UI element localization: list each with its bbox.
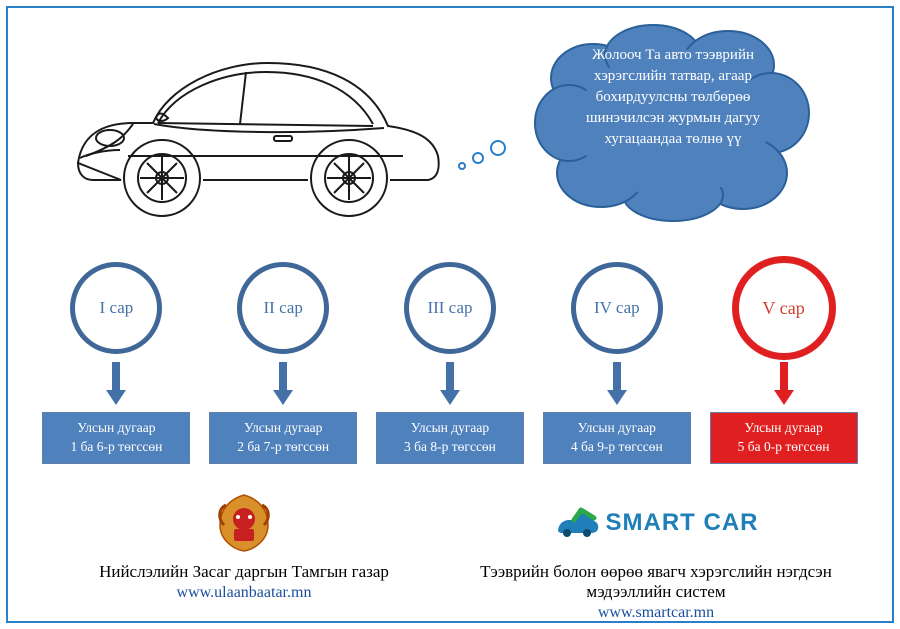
month-box: Улсын дугаар5 ба 0-р төгссөн <box>710 412 858 464</box>
footer-right-link[interactable]: www.smartcar.mn <box>598 604 714 622</box>
month-box-line1: Улсын дугаар <box>47 419 185 438</box>
header-illustration: Жолооч Та авто тээврийн хэрэгслийн татва… <box>8 8 892 258</box>
arrow-down-icon <box>777 362 791 406</box>
footer-right-title: Тээврийн болон өөрөө явагч хэрэгслийн нэ… <box>466 562 846 602</box>
month-box-line1: Улсын дугаар <box>715 419 853 438</box>
month-column-5: V сарУлсын дугаар5 ба 0-р төгссөн <box>709 262 859 464</box>
month-box-line1: Улсын дугаар <box>548 419 686 438</box>
footer: Нийслэлийн Засаг даргын Тамгын газар www… <box>8 492 892 622</box>
month-column-4: IV сар Улсын дугаар4 ба 9-р төгссөн <box>542 262 692 464</box>
month-column-3: III сар Улсын дугаар3 ба 8-р төгссөн <box>375 262 525 464</box>
month-box-line2: 1 ба 6-р төгссөн <box>47 438 185 457</box>
footer-left: Нийслэлийн Засаг даргын Тамгын газар www… <box>54 492 434 622</box>
month-box-line2: 4 ба 9-р төгссөн <box>548 438 686 457</box>
smartcar-icon <box>554 506 600 540</box>
month-box-line1: Улсын дугаар <box>214 419 352 438</box>
month-column-2: II сар Улсын дугаар2 ба 7-р төгссөн <box>208 262 358 464</box>
arrow-down-icon <box>276 362 290 406</box>
month-circle: V сар <box>732 256 836 360</box>
months-row: I сарУлсын дугаар1 ба 6-р төгссөнII сарУ… <box>8 262 892 464</box>
ulaanbaatar-emblem-icon <box>210 492 278 554</box>
month-box: Улсын дугаар2 ба 7-р төгссөн <box>209 412 357 464</box>
arrow-down-icon <box>109 362 123 406</box>
smartcar-logo: SMART CAR <box>554 492 759 554</box>
month-box-line1: Улсын дугаар <box>381 419 519 438</box>
car-illustration <box>58 28 448 228</box>
month-circle: II сар <box>237 262 329 354</box>
month-box-line2: 5 ба 0-р төгссөн <box>715 438 853 457</box>
thought-bubble: Жолооч Та авто тээврийн хэрэгслийн татва… <box>533 23 813 223</box>
smartcar-brand-text: SMART CAR <box>606 509 759 537</box>
month-circle: III сар <box>404 262 496 354</box>
month-box: Улсын дугаар3 ба 8-р төгссөн <box>376 412 524 464</box>
outer-frame: Жолооч Та авто тээврийн хэрэгслийн татва… <box>6 6 894 623</box>
month-box: Улсын дугаар1 ба 6-р төгссөн <box>42 412 190 464</box>
month-circle: IV сар <box>571 262 663 354</box>
month-box-line2: 3 ба 8-р төгссөн <box>381 438 519 457</box>
footer-left-link[interactable]: www.ulaanbaatar.mn <box>177 584 312 602</box>
arrow-down-icon <box>443 362 457 406</box>
thought-bubble-text: Жолооч Та авто тээврийн хэрэгслийн татва… <box>563 45 783 150</box>
month-box-line2: 2 ба 7-р төгссөн <box>214 438 352 457</box>
month-circle: I сар <box>70 262 162 354</box>
arrow-down-icon <box>610 362 624 406</box>
month-box: Улсын дугаар4 ба 9-р төгссөн <box>543 412 691 464</box>
footer-left-title: Нийслэлийн Засаг даргын Тамгын газар <box>99 562 389 582</box>
month-column-1: I сар Улсын дугаар1 ба 6-р төгссөн <box>41 262 191 464</box>
footer-right: SMART CAR Тээврийн болон өөрөө явагч хэр… <box>466 492 846 622</box>
